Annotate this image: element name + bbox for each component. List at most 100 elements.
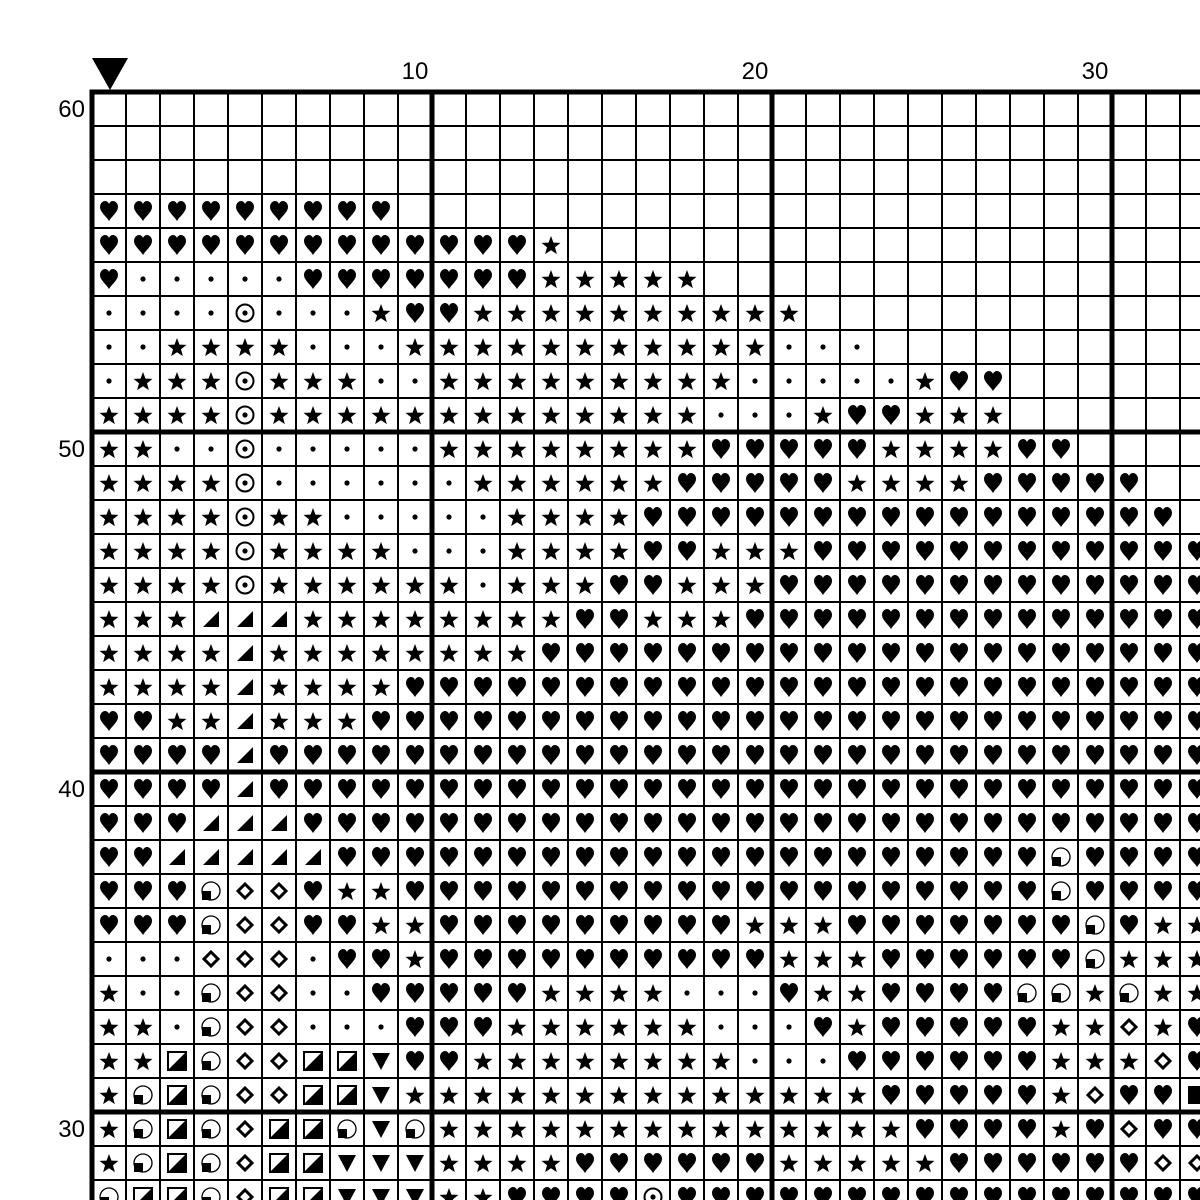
star-icon (1187, 916, 1200, 935)
heart-icon (678, 949, 696, 969)
quarter-filled-circle-icon-part (134, 1129, 143, 1138)
dot-icon-part (752, 1058, 758, 1064)
heart-icon-part (304, 745, 322, 765)
heart-icon-part (236, 201, 254, 221)
hollow-diamond-icon (1085, 1085, 1105, 1105)
dot-icon (854, 344, 860, 350)
heart-icon (984, 1085, 1002, 1105)
heart-icon (236, 201, 254, 221)
dot-icon-part (174, 276, 180, 282)
heart-icon (916, 643, 934, 663)
hollow-diamond-icon-part (1153, 1051, 1173, 1071)
heart-icon (372, 201, 390, 221)
heart-icon (1120, 1153, 1138, 1173)
lower-right-triangle-icon (237, 679, 253, 695)
star-icon (167, 508, 187, 527)
dot-icon (310, 446, 316, 452)
star-icon (473, 1086, 493, 1105)
heart-icon (712, 1187, 730, 1200)
heart-icon (814, 813, 832, 833)
heart-icon-part (916, 1119, 934, 1139)
half-filled-square-icon (303, 1085, 323, 1105)
dot-icon-part (174, 956, 180, 962)
heart-icon-part (712, 439, 730, 459)
heart-icon (508, 779, 526, 799)
heart-icon (338, 813, 356, 833)
circled-dot-icon-part (242, 548, 248, 554)
star-icon-part (745, 542, 765, 561)
star-icon-part (813, 1154, 833, 1173)
dot-icon (310, 956, 316, 962)
heart-icon (1154, 881, 1172, 901)
heart-icon-part (814, 677, 832, 697)
heart-icon-part (1154, 643, 1172, 663)
heart-icon-part (542, 745, 560, 765)
heart-icon (304, 881, 322, 901)
down-triangle-icon (372, 1189, 390, 1200)
star-icon-part (915, 372, 935, 391)
heart-icon (950, 949, 968, 969)
heart-icon (304, 201, 322, 221)
heart-icon-part (1052, 541, 1070, 561)
heart-icon (406, 813, 424, 833)
heart-icon (746, 813, 764, 833)
heart-icon-part (916, 643, 934, 663)
heart-icon-part (644, 745, 662, 765)
star-icon (813, 916, 833, 935)
dot-icon (310, 1024, 316, 1030)
heart-icon-part (1086, 881, 1104, 901)
half-filled-square-icon (133, 1187, 153, 1200)
star-icon-part (99, 474, 119, 493)
star-icon-part (711, 1086, 731, 1105)
heart-icon-part (474, 269, 492, 289)
star-icon-part (575, 576, 595, 595)
hollow-diamond-icon-part (235, 1051, 255, 1071)
heart-icon-part (1052, 1187, 1070, 1200)
heart-icon-part (950, 643, 968, 663)
heart-icon-part (508, 1187, 526, 1200)
hollow-diamond-icon (201, 949, 221, 969)
star-icon (337, 882, 357, 901)
heart-icon-part (1120, 1153, 1138, 1173)
heart-icon (780, 439, 798, 459)
heart-icon (372, 269, 390, 289)
heart-icon (950, 1017, 968, 1037)
heart-icon (1120, 915, 1138, 935)
heart-icon (882, 1017, 900, 1037)
star-icon (609, 1086, 629, 1105)
heart-icon-part (1018, 813, 1036, 833)
heart-icon (100, 711, 118, 731)
star-icon-part (677, 576, 697, 595)
heart-icon (576, 847, 594, 867)
star-icon (303, 508, 323, 527)
heart-icon-part (610, 745, 628, 765)
star-icon (99, 1018, 119, 1037)
heart-icon-part (1086, 711, 1104, 731)
star-icon-part (201, 712, 221, 731)
star-icon (371, 542, 391, 561)
dot-icon (344, 344, 350, 350)
heart-icon (814, 541, 832, 561)
quarter-filled-circle-icon (133, 1153, 153, 1173)
star-icon (813, 1086, 833, 1105)
star-icon-part (303, 372, 323, 391)
heart-icon-part (406, 779, 424, 799)
heart-icon-part (1086, 609, 1104, 629)
heart-icon-part (950, 1051, 968, 1071)
dot-icon (446, 548, 452, 554)
heart-icon (1086, 745, 1104, 765)
dot-icon (344, 310, 350, 316)
heart-icon (576, 779, 594, 799)
heart-icon-part (984, 983, 1002, 1003)
heart-icon-part (984, 711, 1002, 731)
star-icon (541, 236, 561, 255)
star-icon (1153, 984, 1173, 1003)
heart-icon (440, 269, 458, 289)
heart-icon-part (100, 915, 118, 935)
half-filled-square-icon (167, 1085, 187, 1105)
star-icon (303, 542, 323, 561)
dot-icon-part (310, 480, 316, 486)
heart-icon-part (1154, 575, 1172, 595)
heart-icon (1086, 847, 1104, 867)
heart-icon-part (984, 813, 1002, 833)
